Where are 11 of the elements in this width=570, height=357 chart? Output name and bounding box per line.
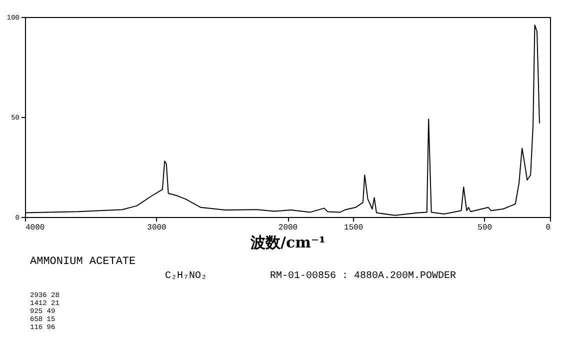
x-tick-label: 1500 xyxy=(344,224,364,232)
line-series xyxy=(24,24,540,216)
text: AMMONIUM ACETATE xyxy=(30,256,136,268)
text: RM-01-00856 : 4880A.200M.POWDER xyxy=(270,271,456,282)
x-tick-label: 0 xyxy=(546,224,551,232)
text: C₂H₇NO₂ xyxy=(165,271,208,282)
x-tick-label: 2000 xyxy=(278,224,298,232)
x-tick-label: 3000 xyxy=(147,224,167,232)
x-axis-title: 波数/cm⁻¹ xyxy=(250,234,326,252)
x-tick-label: 4000 xyxy=(26,224,45,232)
x-tick-label: 500 xyxy=(478,224,492,232)
